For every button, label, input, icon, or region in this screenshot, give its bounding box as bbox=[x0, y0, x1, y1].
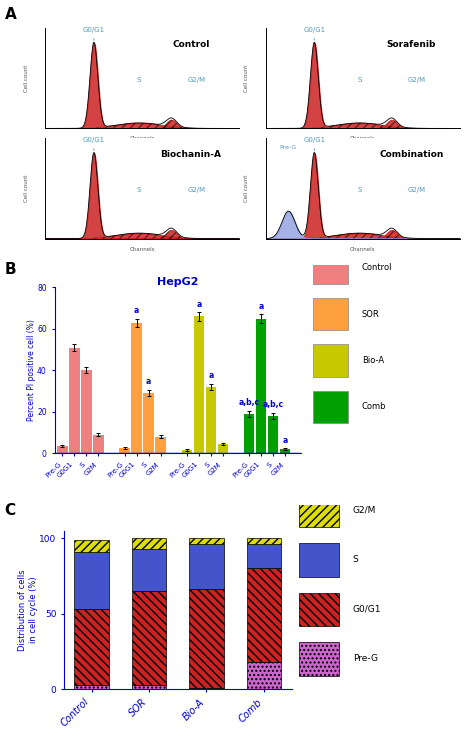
Text: Control: Control bbox=[172, 40, 210, 49]
Text: a: a bbox=[208, 371, 213, 380]
Text: a,b,c: a,b,c bbox=[263, 400, 283, 409]
Text: G0/G1: G0/G1 bbox=[353, 605, 382, 614]
Bar bbox=[57, 446, 68, 453]
Bar bbox=[182, 450, 192, 453]
Bar bbox=[313, 298, 348, 330]
Bar bbox=[74, 539, 109, 552]
Text: a: a bbox=[134, 306, 139, 315]
Text: G2/M: G2/M bbox=[408, 77, 426, 83]
Bar bbox=[268, 416, 278, 453]
Bar bbox=[189, 538, 224, 544]
Bar bbox=[132, 538, 166, 549]
Text: Pre-G: Pre-G bbox=[353, 654, 378, 663]
Text: Cell count: Cell count bbox=[24, 64, 28, 92]
Bar bbox=[300, 593, 339, 626]
Bar bbox=[93, 435, 104, 453]
Text: G0/G1: G0/G1 bbox=[83, 27, 105, 33]
Text: S: S bbox=[357, 77, 362, 83]
Bar bbox=[313, 391, 348, 423]
Text: a: a bbox=[146, 377, 151, 386]
Text: Sorafenib: Sorafenib bbox=[387, 40, 436, 49]
Bar bbox=[132, 685, 166, 689]
Text: Biochanin-A: Biochanin-A bbox=[160, 150, 221, 159]
Title: HepG2: HepG2 bbox=[157, 276, 199, 287]
Text: G2/M: G2/M bbox=[408, 187, 426, 193]
Bar bbox=[189, 590, 224, 688]
Text: S: S bbox=[137, 187, 141, 193]
Bar bbox=[206, 387, 216, 453]
Text: Bio-A: Bio-A bbox=[362, 356, 384, 365]
Text: G2/M: G2/M bbox=[353, 506, 376, 515]
Text: G0/G1: G0/G1 bbox=[83, 137, 105, 143]
Text: Cell count: Cell count bbox=[244, 175, 249, 202]
Text: Pre-G: Pre-G bbox=[280, 145, 297, 150]
Bar bbox=[246, 544, 281, 568]
Text: A: A bbox=[5, 7, 17, 22]
Text: G0/G1: G0/G1 bbox=[303, 27, 325, 33]
Bar bbox=[193, 316, 204, 453]
Bar bbox=[74, 685, 109, 689]
Bar bbox=[313, 344, 348, 377]
Text: G2/M: G2/M bbox=[188, 77, 206, 83]
Text: a: a bbox=[196, 299, 201, 309]
Bar bbox=[69, 348, 80, 453]
Text: Cell count: Cell count bbox=[24, 175, 28, 202]
Text: a: a bbox=[258, 301, 264, 311]
Bar bbox=[280, 449, 290, 453]
Bar bbox=[244, 414, 255, 453]
Bar bbox=[246, 538, 281, 544]
Y-axis label: Distribution of cells
in cell cycle (%): Distribution of cells in cell cycle (%) bbox=[18, 569, 38, 651]
Text: Channels: Channels bbox=[350, 247, 375, 251]
Text: G0/G1: G0/G1 bbox=[303, 137, 325, 143]
Bar bbox=[300, 494, 339, 528]
Bar bbox=[74, 609, 109, 685]
Bar bbox=[189, 544, 224, 590]
Bar bbox=[256, 318, 266, 453]
Text: G2/M: G2/M bbox=[188, 187, 206, 193]
Text: Channels: Channels bbox=[130, 247, 155, 251]
Text: S: S bbox=[353, 556, 359, 565]
Text: Combination: Combination bbox=[379, 150, 444, 159]
Bar bbox=[132, 549, 166, 591]
Text: Comb: Comb bbox=[362, 402, 386, 411]
Bar bbox=[155, 436, 166, 453]
Bar bbox=[131, 323, 142, 453]
Bar bbox=[246, 568, 281, 662]
Text: S: S bbox=[137, 77, 141, 83]
Text: a: a bbox=[283, 436, 288, 444]
Bar bbox=[119, 448, 130, 453]
Y-axis label: Percent PI positive cell (%): Percent PI positive cell (%) bbox=[27, 319, 36, 422]
Text: Cell count: Cell count bbox=[244, 64, 249, 92]
Text: a,b,c: a,b,c bbox=[238, 398, 260, 407]
Text: C: C bbox=[5, 503, 16, 517]
Text: B: B bbox=[5, 262, 17, 276]
Bar bbox=[218, 444, 228, 453]
Bar bbox=[143, 393, 154, 453]
Bar bbox=[189, 688, 224, 689]
Bar bbox=[246, 662, 281, 689]
Bar bbox=[74, 552, 109, 609]
Bar bbox=[300, 642, 339, 676]
Text: Channels: Channels bbox=[350, 136, 375, 142]
Bar bbox=[132, 591, 166, 685]
Bar bbox=[300, 543, 339, 577]
Text: SOR: SOR bbox=[362, 310, 380, 318]
Text: Channels: Channels bbox=[130, 136, 155, 142]
Text: S: S bbox=[357, 187, 362, 193]
Bar bbox=[313, 251, 348, 284]
Text: Control: Control bbox=[362, 263, 392, 272]
Bar bbox=[81, 370, 91, 453]
